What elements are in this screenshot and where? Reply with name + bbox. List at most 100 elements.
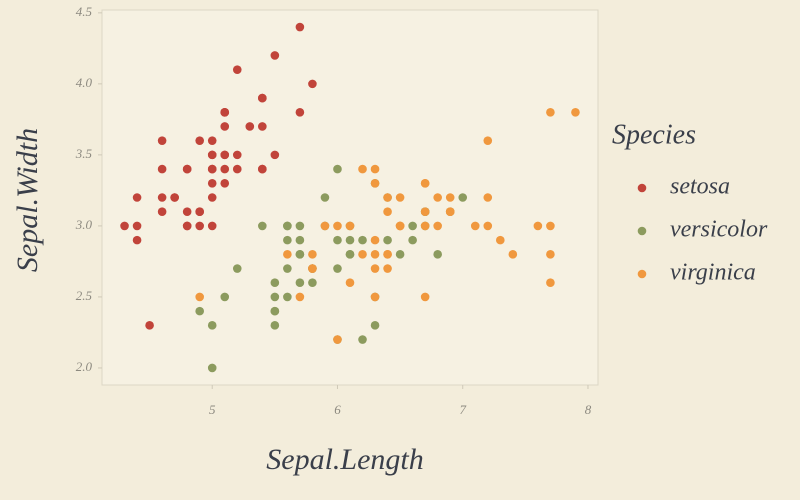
point: [546, 250, 555, 259]
point: [470, 221, 480, 231]
point: [370, 292, 380, 302]
point: [295, 235, 305, 245]
point: [420, 292, 430, 302]
point: [145, 321, 154, 330]
point: [308, 278, 317, 288]
point: [345, 235, 355, 245]
point: [258, 164, 267, 174]
point: [358, 235, 367, 245]
point: [295, 278, 305, 288]
point: [333, 335, 342, 344]
point: [408, 235, 417, 245]
point: [295, 221, 305, 231]
point: [383, 193, 392, 202]
point: [170, 193, 179, 202]
point: [345, 250, 355, 259]
point: [483, 221, 493, 231]
point: [258, 93, 267, 103]
point: [283, 221, 292, 231]
point: [295, 292, 305, 302]
point: [445, 207, 455, 217]
point: [220, 107, 230, 117]
point: [433, 250, 442, 259]
point: [245, 122, 255, 131]
point: [258, 221, 267, 231]
y-tick-label: 3.5: [75, 146, 93, 161]
point: [182, 221, 192, 231]
point: [395, 250, 405, 259]
point: [483, 193, 493, 202]
point: [320, 221, 330, 231]
y-tick-label: 4.5: [76, 4, 93, 19]
point: [283, 250, 292, 259]
point: [295, 107, 305, 117]
point: [232, 264, 242, 273]
x-tick-label: 7: [459, 402, 466, 417]
y-tick-label: 2.5: [76, 288, 93, 303]
legend-swatch: [637, 226, 647, 236]
point: [370, 264, 380, 273]
point: [195, 136, 204, 145]
point: [232, 65, 242, 74]
legend-swatch: [637, 269, 647, 279]
point: [308, 264, 317, 273]
plot-panel: [101, 9, 599, 386]
point: [195, 292, 204, 302]
point: [195, 221, 204, 231]
point: [132, 193, 142, 202]
point: [195, 306, 204, 316]
point: [220, 178, 230, 188]
x-axis-title: Sepal.Length: [266, 443, 424, 476]
point: [320, 193, 330, 202]
point: [333, 264, 342, 273]
point: [308, 79, 317, 89]
point: [120, 221, 129, 231]
point: [383, 207, 392, 217]
point: [207, 178, 217, 188]
point: [333, 164, 342, 174]
legend-label: setosa: [670, 174, 730, 200]
x-tick-label: 6: [334, 402, 341, 417]
point: [370, 235, 380, 245]
point: [358, 250, 367, 259]
point: [370, 178, 380, 188]
point: [182, 164, 192, 174]
point: [571, 107, 580, 117]
point: [207, 150, 217, 160]
point: [546, 221, 555, 231]
point: [420, 178, 430, 188]
point: [433, 221, 442, 231]
point: [433, 193, 442, 202]
point: [207, 164, 217, 174]
point: [270, 278, 280, 288]
point: [408, 221, 417, 231]
point: [258, 122, 267, 131]
point: [220, 150, 230, 160]
y-tick-label: 2.0: [76, 359, 93, 374]
point: [370, 164, 380, 174]
point: [182, 207, 192, 217]
point: [533, 221, 543, 231]
point: [157, 193, 167, 202]
point: [345, 221, 355, 231]
point: [445, 193, 455, 202]
point: [220, 292, 230, 302]
point: [232, 164, 242, 174]
point: [358, 335, 367, 344]
point: [546, 107, 555, 117]
point: [283, 292, 292, 302]
point: [132, 235, 142, 245]
point: [383, 264, 392, 273]
x-tick-label: 8: [585, 402, 592, 417]
legend-title: Species: [612, 119, 696, 150]
point: [207, 136, 217, 145]
legend-label: virginica: [670, 260, 756, 286]
point: [395, 193, 405, 202]
point: [283, 264, 292, 273]
point: [508, 250, 518, 259]
point: [345, 278, 355, 288]
point: [370, 250, 380, 259]
point: [220, 122, 230, 131]
